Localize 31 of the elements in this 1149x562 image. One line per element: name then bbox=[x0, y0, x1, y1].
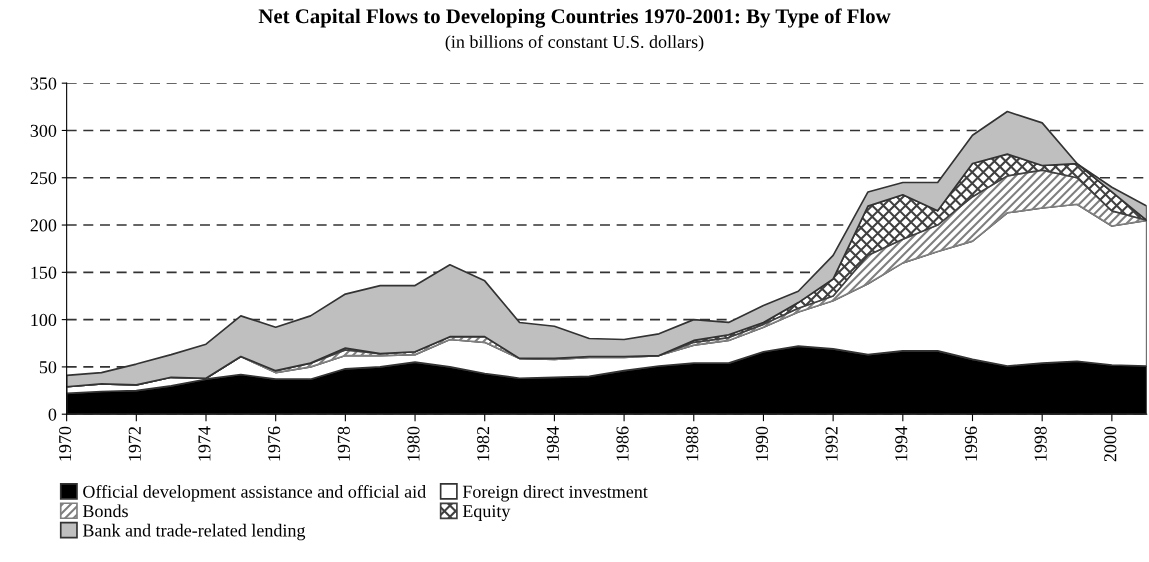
chart-subtitle: (in billions of constant U.S. dollars) bbox=[445, 35, 704, 52]
x-tick-label: 1984 bbox=[546, 426, 559, 461]
x-tick-label: 2000 bbox=[1104, 426, 1117, 462]
x-tick-label: 1970 bbox=[58, 426, 72, 461]
x-tick-label: 1980 bbox=[407, 426, 420, 461]
y-tick-label: 150 bbox=[31, 266, 57, 279]
x-tick-label: 1974 bbox=[198, 426, 211, 461]
legend-label: Bank and trade-related lending bbox=[82, 523, 306, 541]
chart-title: Net Capital Flows to Developing Countries 1970-2001: By Type of Flow bbox=[258, 8, 891, 28]
legend-label: Foreign direct investment bbox=[462, 485, 648, 502]
x-tick-label: 1988 bbox=[686, 426, 699, 461]
x-tick-label: 1990 bbox=[755, 426, 768, 461]
legend-label: Official development assistance and official aid bbox=[83, 484, 426, 502]
x-tick-label: 1998 bbox=[1034, 426, 1047, 461]
y-tick-label: 100 bbox=[31, 313, 57, 327]
legend-label: Equity bbox=[462, 505, 511, 521]
y-tick-label: 0 bbox=[48, 408, 57, 421]
y-tick-label: 300 bbox=[30, 124, 57, 137]
legend-label: Bonds bbox=[82, 504, 128, 518]
y-tick-label: 250 bbox=[30, 172, 57, 185]
x-tick-label: 1986 bbox=[616, 426, 629, 461]
x-tick-label: 1982 bbox=[477, 427, 490, 461]
y-tick-label: 50 bbox=[39, 361, 57, 374]
y-tick-label: 350 bbox=[30, 77, 57, 90]
y-tick-label: 200 bbox=[30, 219, 57, 232]
x-tick-label: 1972 bbox=[128, 427, 141, 461]
x-tick-label: 1994 bbox=[895, 426, 908, 461]
x-tick-label: 1978 bbox=[337, 426, 350, 461]
x-tick-label: 1976 bbox=[268, 426, 281, 461]
x-tick-label: 1992 bbox=[825, 427, 838, 461]
x-tick-label: 1996 bbox=[964, 426, 978, 461]
